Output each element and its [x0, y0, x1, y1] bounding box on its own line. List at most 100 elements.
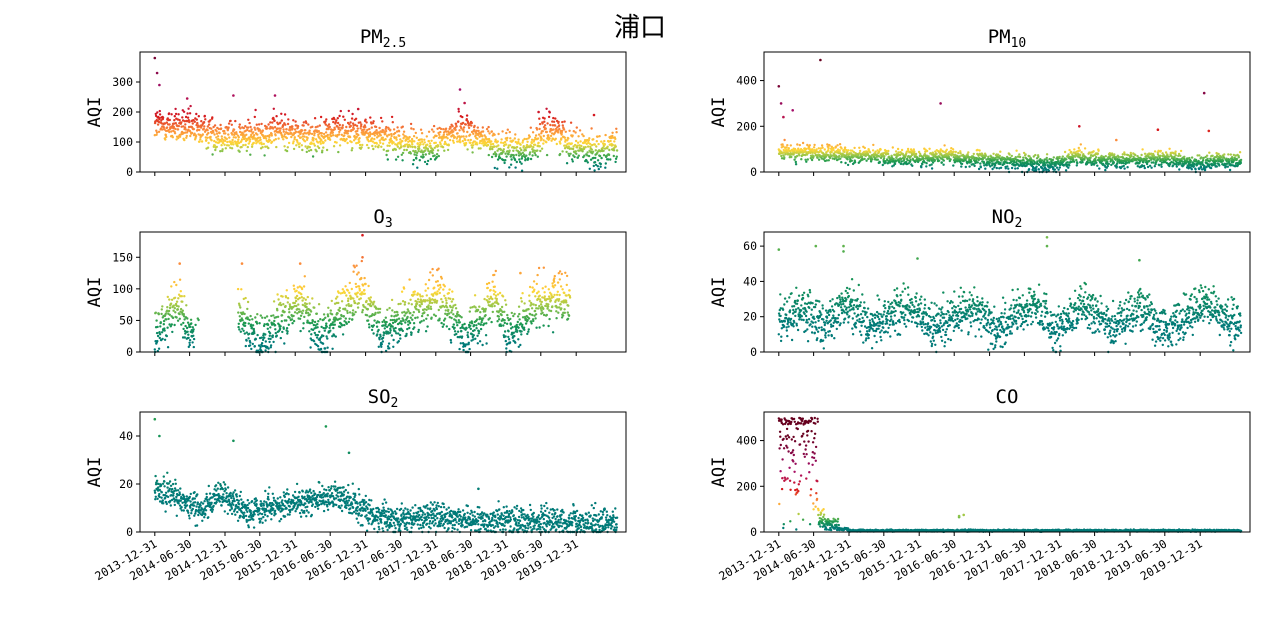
- panel-title-base: PM: [360, 26, 383, 48]
- data-point: [361, 284, 365, 287]
- data-point: [827, 147, 830, 150]
- data-point: [609, 139, 612, 143]
- data-point: [183, 126, 187, 129]
- data-point: [486, 295, 489, 298]
- data-point: [300, 144, 303, 147]
- data-point: [315, 150, 318, 153]
- data-point: [295, 304, 298, 308]
- data-point: [454, 122, 458, 126]
- data-point: [337, 301, 340, 305]
- data-point: [308, 129, 311, 132]
- data-point: [1027, 168, 1031, 171]
- data-point: [391, 121, 394, 124]
- data-point: [261, 338, 265, 342]
- data-point: [317, 130, 320, 133]
- data-point: [257, 123, 261, 126]
- data-point: [174, 107, 177, 111]
- data-point: [184, 128, 187, 131]
- data-point: [846, 163, 850, 167]
- data-point: [356, 107, 360, 111]
- data-point: [285, 128, 288, 131]
- data-point: [331, 347, 334, 350]
- data-point: [434, 314, 437, 318]
- data-point: [246, 145, 249, 149]
- data-point: [310, 142, 313, 145]
- data-point: [174, 112, 178, 116]
- data-point: [468, 347, 471, 351]
- data-point: [287, 323, 290, 326]
- data-point: [188, 339, 192, 342]
- data-point: [819, 58, 822, 62]
- data-point: [291, 142, 295, 145]
- data-point: [483, 322, 486, 325]
- data-point: [163, 329, 166, 332]
- data-point: [379, 116, 383, 120]
- data-point: [216, 135, 220, 138]
- data-point: [1045, 153, 1049, 156]
- data-point: [234, 119, 237, 123]
- data-point: [305, 138, 309, 141]
- data-point: [449, 126, 452, 129]
- data-point: [1143, 152, 1147, 155]
- data-point: [351, 122, 355, 125]
- data-point: [1042, 169, 1046, 172]
- data-point: [993, 164, 997, 167]
- data-point: [396, 313, 399, 316]
- data-point: [537, 141, 540, 144]
- data-point: [276, 293, 279, 296]
- data-point: [206, 129, 209, 132]
- data-point: [435, 153, 439, 156]
- data-point: [476, 308, 480, 312]
- data-point: [251, 342, 254, 346]
- data-point: [366, 319, 370, 322]
- data-point: [297, 303, 300, 306]
- data-point: [180, 130, 184, 134]
- data-point: [355, 135, 358, 139]
- data-point: [357, 271, 360, 274]
- data-point: [509, 163, 513, 166]
- data-point: [1160, 165, 1163, 168]
- data-point: [213, 139, 216, 143]
- data-point: [397, 317, 401, 320]
- data-point: [219, 150, 222, 153]
- data-point: [1075, 158, 1078, 162]
- data-point: [886, 152, 890, 156]
- data-point: [536, 137, 540, 140]
- data-point: [872, 143, 875, 147]
- data-point: [384, 129, 388, 133]
- data-point: [570, 142, 573, 145]
- data-point: [791, 109, 794, 112]
- data-point: [447, 291, 450, 295]
- data-point: [322, 141, 325, 144]
- data-point: [293, 301, 296, 305]
- data-point: [385, 153, 388, 157]
- data-point: [390, 132, 393, 136]
- data-point: [272, 340, 275, 344]
- data-point: [252, 131, 255, 134]
- data-point: [424, 149, 427, 152]
- data-point: [303, 135, 306, 138]
- data-point: [186, 330, 189, 333]
- data-point: [259, 138, 262, 141]
- data-point: [185, 97, 189, 100]
- data-point: [431, 274, 434, 277]
- data-point: [350, 117, 354, 120]
- data-point: [592, 113, 596, 117]
- data-point: [477, 129, 480, 133]
- data-point: [389, 128, 392, 131]
- data-point: [445, 301, 448, 305]
- data-point: [615, 155, 618, 158]
- data-point: [777, 85, 781, 88]
- data-point: [1206, 157, 1209, 160]
- data-point: [272, 300, 276, 303]
- data-point: [282, 303, 285, 306]
- data-point: [271, 121, 274, 124]
- data-point: [893, 162, 897, 166]
- data-point: [1095, 161, 1098, 164]
- data-point: [436, 292, 439, 296]
- data-point: [312, 340, 316, 343]
- data-point: [954, 150, 957, 154]
- data-point: [250, 145, 254, 148]
- data-point: [341, 124, 344, 127]
